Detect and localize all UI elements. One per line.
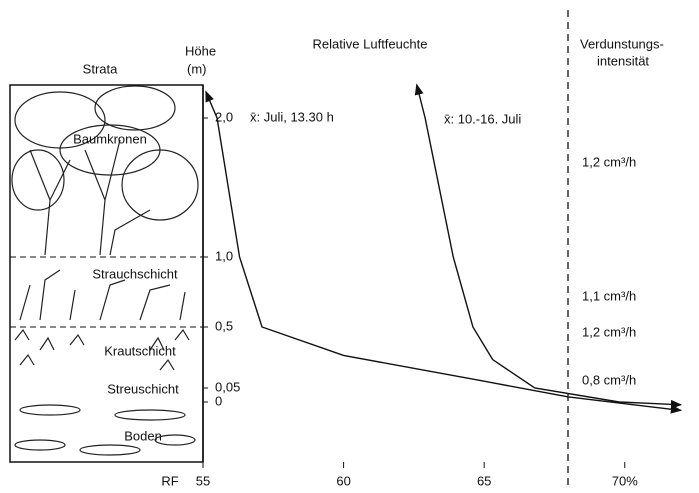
x-tick-label: 55 [196, 473, 210, 488]
stratum-label: Krautschicht [104, 343, 176, 358]
stratum-label: Strauchschicht [92, 266, 178, 281]
evaporation-label: 1,1 cm³/h [582, 288, 636, 303]
header: Verdunstungs- [580, 36, 664, 51]
x-tick-label: 70% [612, 473, 638, 488]
stratum-label: Baumkronen [73, 131, 147, 146]
header: (m) [187, 61, 207, 76]
x-axis-label: RF [161, 473, 178, 488]
stratum-label: Boden [124, 428, 162, 443]
header: intensität [597, 53, 649, 68]
stratum-label: Streuschicht [107, 381, 179, 396]
evaporation-label: 0,8 cm³/h [582, 372, 636, 387]
header: Höhe [185, 43, 216, 58]
y-tick-label: 0 [215, 393, 222, 408]
header: Strata [83, 61, 118, 76]
chart: Strata Höhe (m) Relative Luftfeuchte Ver… [0, 0, 699, 493]
illustration [10, 10, 568, 490]
series-label: x̄: 10.-16. Juli [444, 111, 521, 126]
y-tick-label: 1,0 [215, 248, 233, 263]
series-label: x̄: Juli, 13.30 h [250, 109, 334, 124]
y-tick-label: 0,5 [215, 318, 233, 333]
header: Relative Luftfeuchte [313, 36, 428, 51]
evaporation-label: 1,2 cm³/h [582, 154, 636, 169]
x-tick-label: 65 [477, 473, 491, 488]
y-tick-label: 0,05 [215, 379, 240, 394]
evaporation-label: 1,2 cm³/h [582, 324, 636, 339]
x-tick-label: 60 [336, 473, 350, 488]
data-line [417, 85, 681, 405]
data-line [206, 92, 681, 411]
